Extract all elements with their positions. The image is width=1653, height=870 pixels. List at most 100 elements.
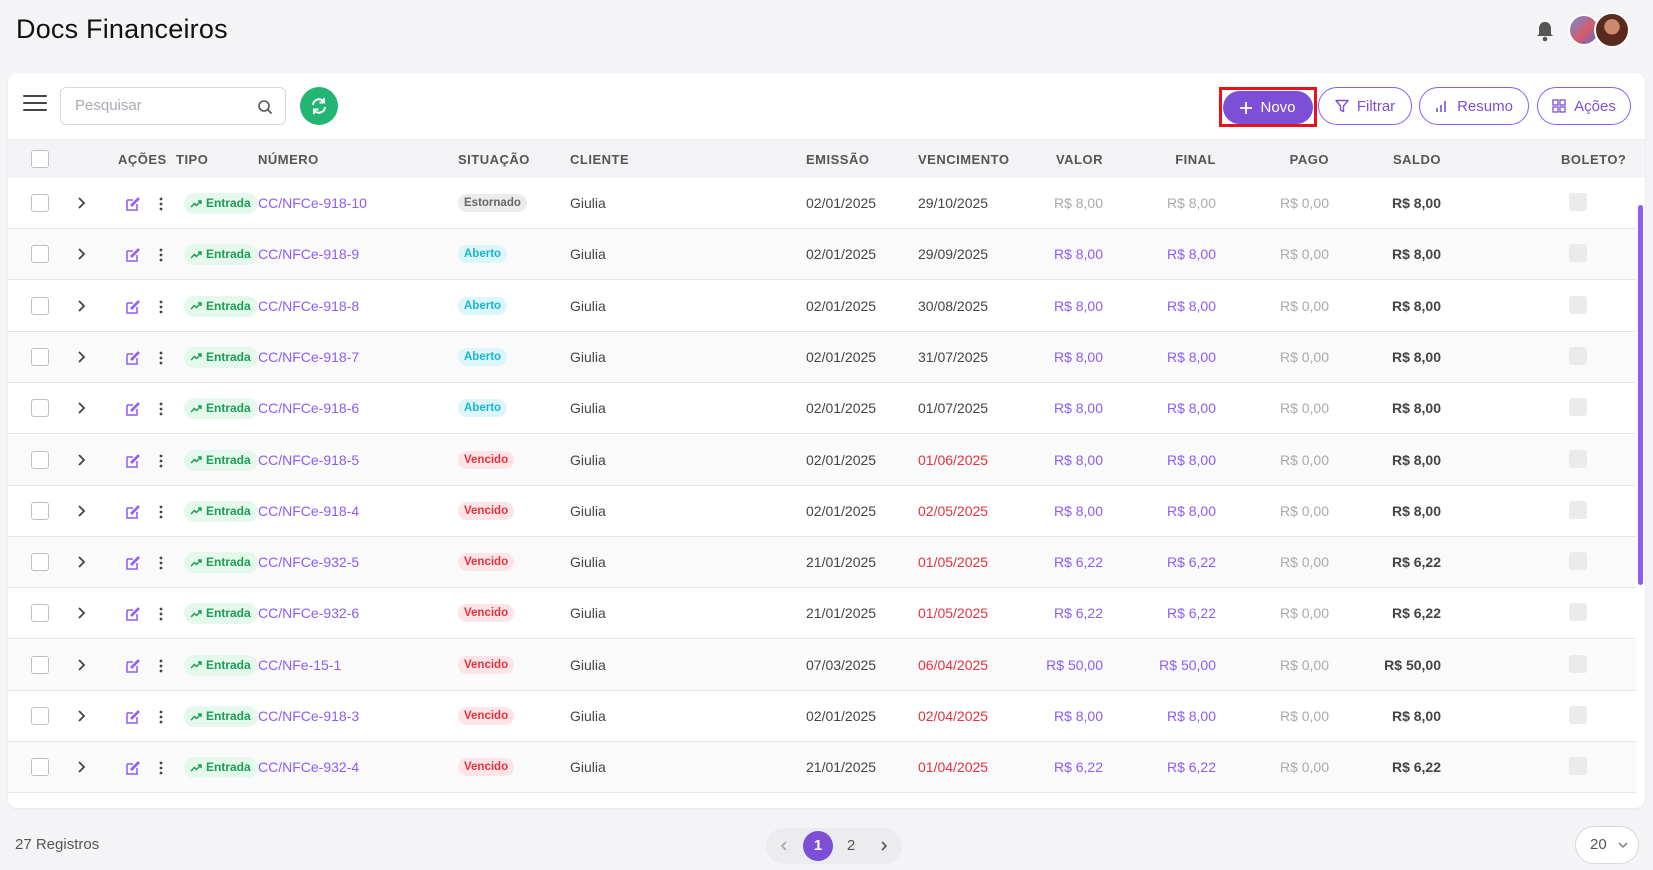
boleto-checkbox[interactable] [1569, 244, 1587, 263]
row-checkbox[interactable] [31, 245, 49, 264]
header-final[interactable]: FINAL [1175, 152, 1216, 167]
row-checkbox[interactable] [31, 450, 49, 469]
row-checkbox[interactable] [31, 194, 49, 212]
header-cliente[interactable]: CLIENTE [570, 152, 630, 167]
next-page-button[interactable] [869, 831, 899, 861]
header-saldo[interactable]: SALDO [1393, 152, 1441, 167]
kebab-icon[interactable] [158, 350, 164, 366]
header-emissao[interactable]: EMISSÃO [806, 152, 870, 167]
row-checkbox[interactable] [31, 707, 49, 725]
numero-link[interactable]: CC/NFCe-932-4 [258, 759, 360, 776]
kebab-icon[interactable] [158, 247, 164, 263]
kebab-icon[interactable] [158, 658, 164, 674]
numero-link[interactable]: CC/NFCe-918-5 [258, 451, 360, 468]
hamburger-icon[interactable] [23, 95, 47, 113]
page-2-button[interactable]: 2 [846, 837, 856, 854]
numero-link[interactable]: CC/NFCe-918-7 [258, 348, 360, 365]
boleto-checkbox[interactable] [1569, 193, 1587, 211]
kebab-icon[interactable] [158, 299, 164, 315]
numero-link[interactable]: CC/NFCe-918-10 [258, 195, 367, 211]
header-numero[interactable]: NÚMERO [258, 152, 319, 167]
table-row[interactable]: Entrada CC/NFCe-932-4 Vencido Giulia 21/01/2… [8, 742, 1636, 794]
search-icon[interactable] [257, 99, 273, 115]
numero-link[interactable]: CC/NFCe-932-5 [258, 554, 360, 571]
boleto-checkbox[interactable] [1569, 757, 1587, 776]
header-tipo[interactable]: TIPO [176, 152, 209, 167]
boleto-checkbox[interactable] [1569, 295, 1587, 314]
vertical-scrollbar[interactable] [1638, 205, 1643, 585]
select-all-checkbox[interactable] [31, 150, 49, 168]
edit-icon[interactable] [125, 350, 141, 366]
header-vencimento[interactable]: VENCIMENTO [918, 152, 1010, 167]
edit-icon[interactable] [125, 658, 141, 674]
chevron-right-icon[interactable] [73, 195, 89, 211]
edit-icon[interactable] [125, 299, 141, 315]
chevron-right-icon[interactable] [73, 298, 89, 314]
chevron-right-icon[interactable] [73, 657, 89, 673]
refresh-button[interactable] [300, 87, 338, 125]
table-row[interactable]: Entrada CC/NFCe-918-10 Estornado Giulia 02/0… [8, 178, 1636, 229]
header-situacao[interactable]: SITUAÇÃO [458, 152, 530, 167]
row-checkbox[interactable] [31, 399, 49, 418]
numero-link[interactable]: CC/NFCe-918-6 [258, 400, 360, 417]
bell-icon[interactable] [1535, 20, 1555, 42]
numero-link[interactable]: CC/NFCe-918-3 [258, 708, 360, 724]
table-row[interactable]: Entrada CC/NFe-15-1 Vencido Giulia 07/03/202… [8, 639, 1636, 691]
chevron-right-icon[interactable] [73, 605, 89, 621]
edit-icon[interactable] [125, 196, 141, 212]
novo-button[interactable]: Novo [1223, 91, 1313, 124]
numero-link[interactable]: CC/NFCe-918-9 [258, 246, 360, 263]
page-1-button[interactable]: 1 [803, 831, 833, 861]
table-row[interactable]: Entrada CC/NFCe-932-6 Vencido Giulia 21/01/2… [8, 588, 1636, 640]
user-avatar[interactable] [1594, 12, 1630, 48]
kebab-icon[interactable] [158, 709, 164, 725]
numero-link[interactable]: CC/NFCe-932-6 [258, 605, 360, 622]
table-row[interactable]: Entrada CC/NFCe-918-8 Aberto Giulia 02/01/20… [8, 280, 1636, 332]
numero-link[interactable]: CC/NFe-15-1 [258, 656, 342, 673]
edit-icon[interactable] [125, 247, 141, 263]
row-checkbox[interactable] [31, 758, 49, 777]
boleto-checkbox[interactable] [1569, 398, 1587, 417]
boleto-checkbox[interactable] [1569, 500, 1587, 519]
prev-page-button[interactable] [769, 831, 799, 861]
table-row[interactable]: Entrada CC/NFCe-918-7 Aberto Giulia 02/01/20… [8, 331, 1636, 383]
kebab-icon[interactable] [158, 504, 164, 520]
edit-icon[interactable] [125, 709, 141, 725]
kebab-icon[interactable] [158, 555, 164, 571]
kebab-icon[interactable] [158, 760, 164, 776]
chevron-right-icon[interactable] [73, 554, 89, 570]
boleto-checkbox[interactable] [1569, 449, 1587, 468]
table-row[interactable]: Entrada CC/NFCe-918-3 Vencido Giulia 02/01/2… [8, 691, 1636, 742]
kebab-icon[interactable] [158, 401, 164, 417]
search-input[interactable] [75, 97, 255, 114]
edit-icon[interactable] [125, 401, 141, 417]
page-size-select[interactable]: 20 [1575, 826, 1639, 864]
boleto-checkbox[interactable] [1569, 552, 1587, 571]
edit-icon[interactable] [125, 504, 141, 520]
boleto-checkbox[interactable] [1569, 706, 1587, 724]
row-checkbox[interactable] [31, 347, 49, 366]
chevron-right-icon[interactable] [73, 759, 89, 775]
row-checkbox[interactable] [31, 296, 49, 315]
table-row[interactable]: Entrada CC/NFCe-918-5 Vencido Giulia 02/01/2… [8, 434, 1636, 486]
edit-icon[interactable] [125, 760, 141, 776]
chevron-right-icon[interactable] [73, 400, 89, 416]
chevron-right-icon[interactable] [73, 503, 89, 519]
resumo-button[interactable]: Resumo [1419, 87, 1529, 125]
chevron-right-icon[interactable] [73, 708, 89, 724]
row-checkbox[interactable] [31, 655, 49, 674]
boleto-checkbox[interactable] [1569, 346, 1587, 365]
row-checkbox[interactable] [31, 553, 49, 572]
kebab-icon[interactable] [158, 453, 164, 469]
kebab-icon[interactable] [158, 196, 164, 212]
edit-icon[interactable] [125, 453, 141, 469]
edit-icon[interactable] [125, 606, 141, 622]
chevron-right-icon[interactable] [73, 246, 89, 262]
numero-link[interactable]: CC/NFCe-918-8 [258, 297, 360, 314]
table-row[interactable]: Entrada CC/NFCe-932-5 Vencido Giulia 21/01/2… [8, 537, 1636, 589]
edit-icon[interactable] [125, 555, 141, 571]
boleto-checkbox[interactable] [1569, 654, 1587, 673]
filtrar-button[interactable]: Filtrar [1318, 87, 1412, 125]
table-row[interactable]: Entrada CC/NFCe-918-9 Aberto Giulia 02/01/20… [8, 229, 1636, 281]
chevron-right-icon[interactable] [73, 452, 89, 468]
